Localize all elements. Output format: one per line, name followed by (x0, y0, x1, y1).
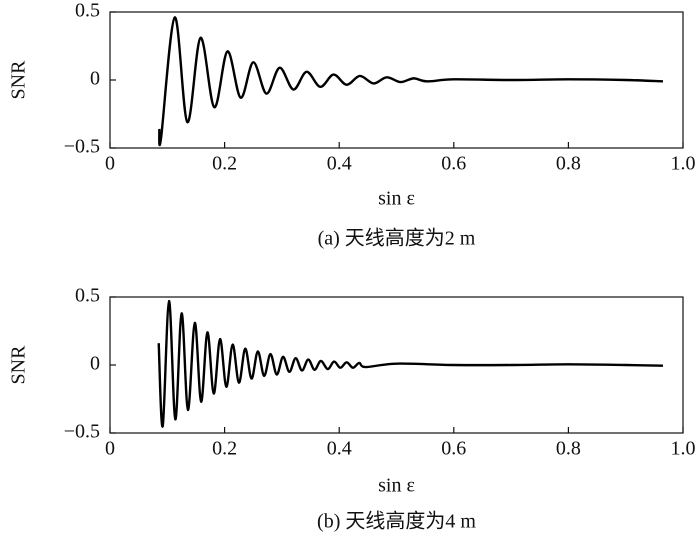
x-tick-label: 0.4 (327, 153, 352, 175)
data-line (157, 299, 663, 428)
caption: (a) 天线高度为2 m (318, 227, 476, 250)
y-tick-label: 0.5 (75, 0, 100, 22)
y-tick-label: 0.5 (75, 285, 100, 307)
x-tick-label: 0.2 (212, 438, 237, 460)
x-tick-label: 0 (105, 438, 115, 460)
x-axis-label: sin ε (378, 188, 415, 210)
x-tick-label: 0.4 (327, 438, 352, 460)
x-tick-label: 1.0 (671, 438, 696, 460)
x-tick-label: 0.8 (556, 438, 581, 460)
y-tick-label: 0 (90, 353, 100, 375)
caption: (b) 天线高度为4 m (317, 510, 476, 533)
x-tick-label: 1.0 (671, 153, 696, 175)
x-tick-label: 0.2 (212, 153, 237, 175)
x-tick-label: 0 (105, 153, 115, 175)
y-axis-label: SNR (8, 345, 30, 385)
x-tick-label: 0.6 (441, 438, 466, 460)
y-tick-label: 0 (90, 68, 100, 90)
x-tick-label: 0.6 (441, 153, 466, 175)
x-tick-label: 0.8 (556, 153, 581, 175)
y-axis-label: SNR (8, 60, 30, 100)
x-axis-label: sin ε (378, 475, 415, 497)
y-tick-label: −0.5 (64, 421, 100, 443)
data-line (158, 16, 663, 147)
y-tick-label: −0.5 (64, 136, 100, 158)
